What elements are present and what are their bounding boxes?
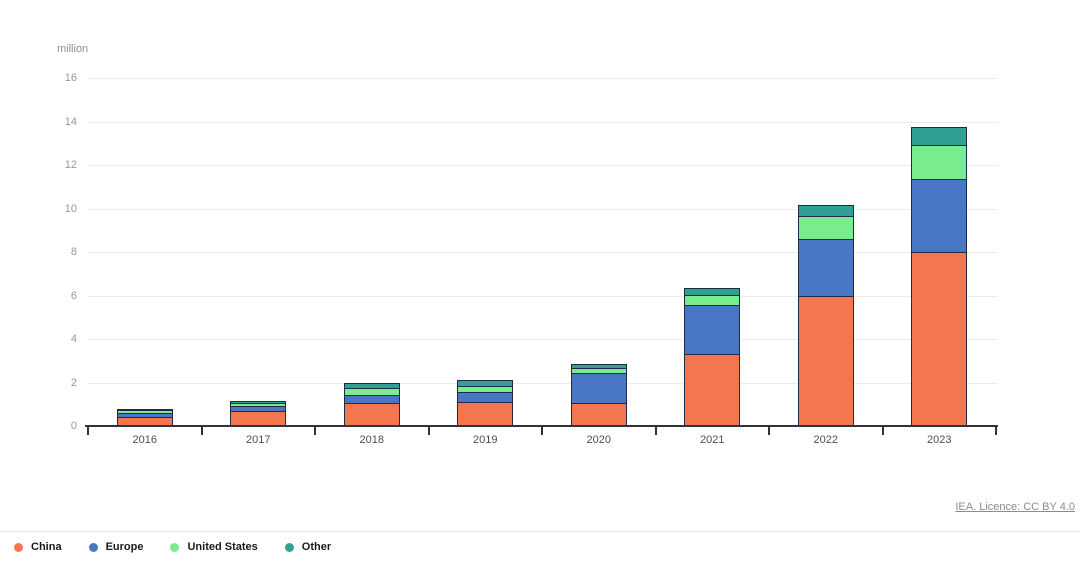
- x-axis-tick: [200, 427, 203, 435]
- legend-label: Europe: [105, 541, 144, 553]
- legend-item-europe[interactable]: Europe: [88, 541, 144, 553]
- x-axis-tick: [654, 427, 657, 435]
- legend-item-china[interactable]: China: [14, 541, 62, 553]
- legend: China Europe United States Other: [14, 541, 331, 553]
- legend-dot-other: [284, 542, 294, 552]
- bar-2021: [684, 287, 741, 426]
- gridline: [88, 295, 998, 297]
- bar-segment-china[interactable]: [911, 252, 968, 426]
- bar-segment-china[interactable]: [230, 410, 287, 426]
- gridline: [88, 339, 998, 340]
- footer-divider: [0, 531, 1080, 532]
- x-axis-line: [85, 425, 998, 427]
- x-axis-tick: [541, 427, 543, 435]
- bar-segment-europe[interactable]: [570, 372, 627, 405]
- bar-2019: [457, 380, 514, 426]
- y-axis-tick-label: 14: [64, 115, 77, 128]
- y-axis-tick-label: 2: [70, 376, 77, 389]
- bar-2017: [230, 400, 287, 426]
- gridline: [88, 252, 998, 253]
- bar-segment-united-states[interactable]: [797, 215, 854, 240]
- bar-segment-europe[interactable]: [797, 238, 854, 297]
- gridline: [88, 382, 998, 384]
- y-axis-tick-label: 12: [64, 159, 77, 171]
- bar-2022: [797, 205, 854, 426]
- x-axis-tick: [427, 427, 430, 435]
- y-axis-tick-label: 10: [64, 202, 77, 215]
- license-link[interactable]: IEA. Licence: CC BY 4.0: [955, 501, 1075, 513]
- x-axis-tick: [87, 427, 89, 435]
- y-axis-unit-label: million: [57, 43, 89, 55]
- gridline: [88, 121, 998, 123]
- y-axis-tick-label: 8: [70, 246, 77, 258]
- y-axis-tick-label: 16: [64, 72, 77, 84]
- legend-label: Other: [301, 541, 332, 553]
- bar-segment-united-states[interactable]: [911, 145, 968, 181]
- bar-segment-china[interactable]: [343, 403, 400, 426]
- x-axis-label: 2017: [246, 434, 271, 446]
- gridline: [88, 165, 998, 166]
- legend-label: China: [31, 541, 62, 553]
- bar-2016: [116, 408, 173, 426]
- x-axis-tick: [314, 427, 316, 435]
- x-axis-tick: [768, 427, 770, 435]
- plot-area: 0 2 4 6 8 10 12 14 16 2016 2017 2018 2019 2020 2021 202…: [65, 72, 998, 446]
- x-axis-label: 2020: [586, 434, 611, 446]
- x-axis-label: 2022: [813, 434, 838, 446]
- gridline: [88, 78, 998, 79]
- bar-segment-china[interactable]: [570, 403, 627, 426]
- bar-2023: [911, 126, 968, 426]
- x-axis-tick: [881, 427, 884, 435]
- x-axis-label: 2019: [473, 434, 498, 446]
- bar-2018: [343, 383, 400, 426]
- bar-segment-china[interactable]: [457, 402, 514, 426]
- y-axis-tick-label: 4: [70, 333, 77, 345]
- bar-segment-europe[interactable]: [911, 179, 968, 253]
- gridline: [88, 208, 998, 210]
- x-axis-label: 2016: [132, 434, 157, 446]
- legend-dot-europe: [88, 542, 98, 552]
- x-axis-tick: [995, 427, 997, 435]
- y-axis-tick-label: 0: [70, 420, 77, 432]
- x-axis-label: 2018: [359, 434, 384, 446]
- y-axis-tick-label: 6: [70, 289, 77, 302]
- legend-item-other[interactable]: Other: [284, 541, 332, 553]
- legend-dot-united-states: [170, 542, 180, 552]
- bar-segment-other[interactable]: [911, 126, 968, 147]
- legend-item-united-states[interactable]: United States: [170, 541, 258, 553]
- x-axis-label: 2023: [927, 434, 952, 446]
- bar-segment-china[interactable]: [684, 354, 741, 426]
- x-axis-label: 2021: [700, 434, 725, 446]
- legend-dot-china: [14, 542, 23, 552]
- bar-2020: [570, 363, 627, 426]
- legend-label: United States: [187, 541, 258, 553]
- bar-segment-europe[interactable]: [684, 305, 741, 356]
- bar-segment-china[interactable]: [797, 295, 854, 426]
